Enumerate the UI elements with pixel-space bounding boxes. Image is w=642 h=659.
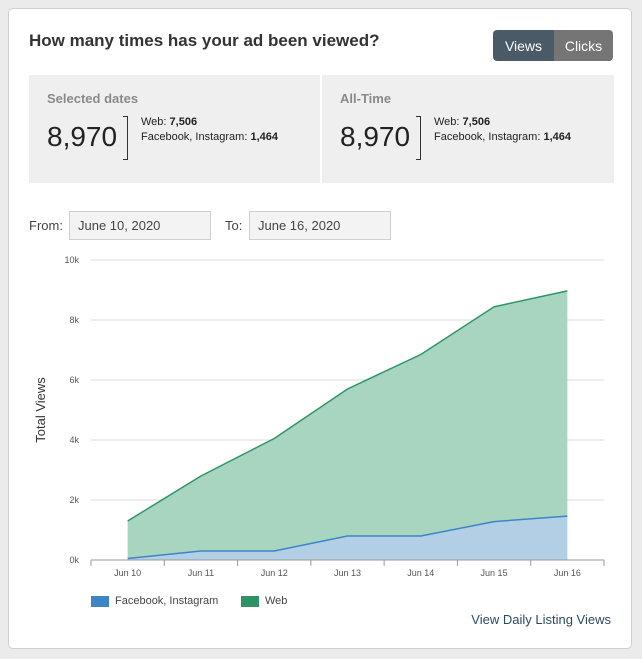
views-clicks-toggle: Views Clicks (493, 30, 613, 61)
line-web (127, 290, 568, 522)
x-tick-label: Jun 11 (188, 568, 214, 578)
x-tick-label: Jun 13 (334, 568, 361, 578)
web-label: Web: (434, 116, 460, 128)
y-axis-title: Total Views (33, 377, 48, 443)
legend-item-facebook-instagram[interactable]: Facebook, Instagram (91, 595, 218, 607)
to-date-input[interactable]: June 16, 2020 (249, 211, 391, 240)
y-tick-label: 8k (69, 315, 79, 325)
card-title: How many times has your ad been viewed? (29, 31, 380, 50)
views-area-chart: 0k 2k 4k 6k 8k 10k Jun 10 Jun 11 Jun 12 Jun 13 Jun… (33, 255, 605, 578)
to-label: To: (225, 218, 243, 233)
web-value: 7,506 (462, 116, 491, 128)
selected-dates-summary: Selected dates 8,970 Web: 7,506 Facebook… (29, 75, 320, 183)
area-web (127, 290, 568, 559)
social-value: 1,464 (250, 131, 278, 143)
selected-dates-total: 8,970 (47, 121, 118, 152)
x-tick-label: Jun 14 (407, 568, 434, 578)
views-button[interactable]: Views (493, 30, 554, 61)
alltime-summary: All-Time 8,970 Web: 7,506 Facebook, Inst… (322, 75, 614, 183)
selected-dates-breakdown: Web: 7,506 Facebook, Instagram: 1,464 (141, 115, 278, 145)
x-tick-label: Jun 12 (261, 568, 288, 578)
social-value: 1,464 (543, 131, 571, 143)
legend-label-facebook-instagram: Facebook, Instagram (115, 595, 219, 607)
legend-item-web[interactable]: Web (241, 595, 287, 607)
legend-swatch-facebook-instagram (91, 595, 109, 607)
y-tick-label: 0k (69, 555, 79, 565)
alltime-label: All-Time (340, 91, 392, 106)
x-tick-label: Jun 10 (114, 568, 141, 578)
alltime-breakdown: Web: 7,506 Facebook, Instagram: 1,464 (434, 115, 571, 145)
web-value: 7,506 (169, 116, 198, 128)
line-facebook-instagram (127, 515, 568, 560)
x-tick-label: Jun 15 (481, 568, 508, 578)
social-label: Facebook, Instagram: (434, 131, 541, 143)
legend-label-web: Web (265, 595, 288, 607)
y-tick-label: 4k (69, 435, 79, 445)
ad-views-card: How many times has your ad been viewed? … (8, 8, 632, 649)
alltime-total: 8,970 (340, 121, 411, 152)
web-label: Web: (141, 116, 167, 128)
y-tick-label: 6k (69, 375, 79, 385)
bracket-divider (416, 116, 421, 160)
y-tick-label: 10k (64, 255, 79, 265)
y-tick-label: 2k (69, 495, 79, 505)
bracket-divider (123, 116, 128, 160)
from-label: From: (29, 218, 63, 233)
from-date-input[interactable]: June 10, 2020 (69, 211, 211, 240)
x-tick-label: Jun 16 (554, 568, 581, 578)
area-facebook-instagram (127, 516, 568, 560)
legend-swatch-web (241, 595, 259, 607)
social-label: Facebook, Instagram: (141, 131, 248, 143)
clicks-button[interactable]: Clicks (554, 30, 613, 61)
view-daily-listing-views-link[interactable]: View Daily Listing Views (471, 612, 611, 627)
selected-dates-label: Selected dates (47, 91, 139, 106)
